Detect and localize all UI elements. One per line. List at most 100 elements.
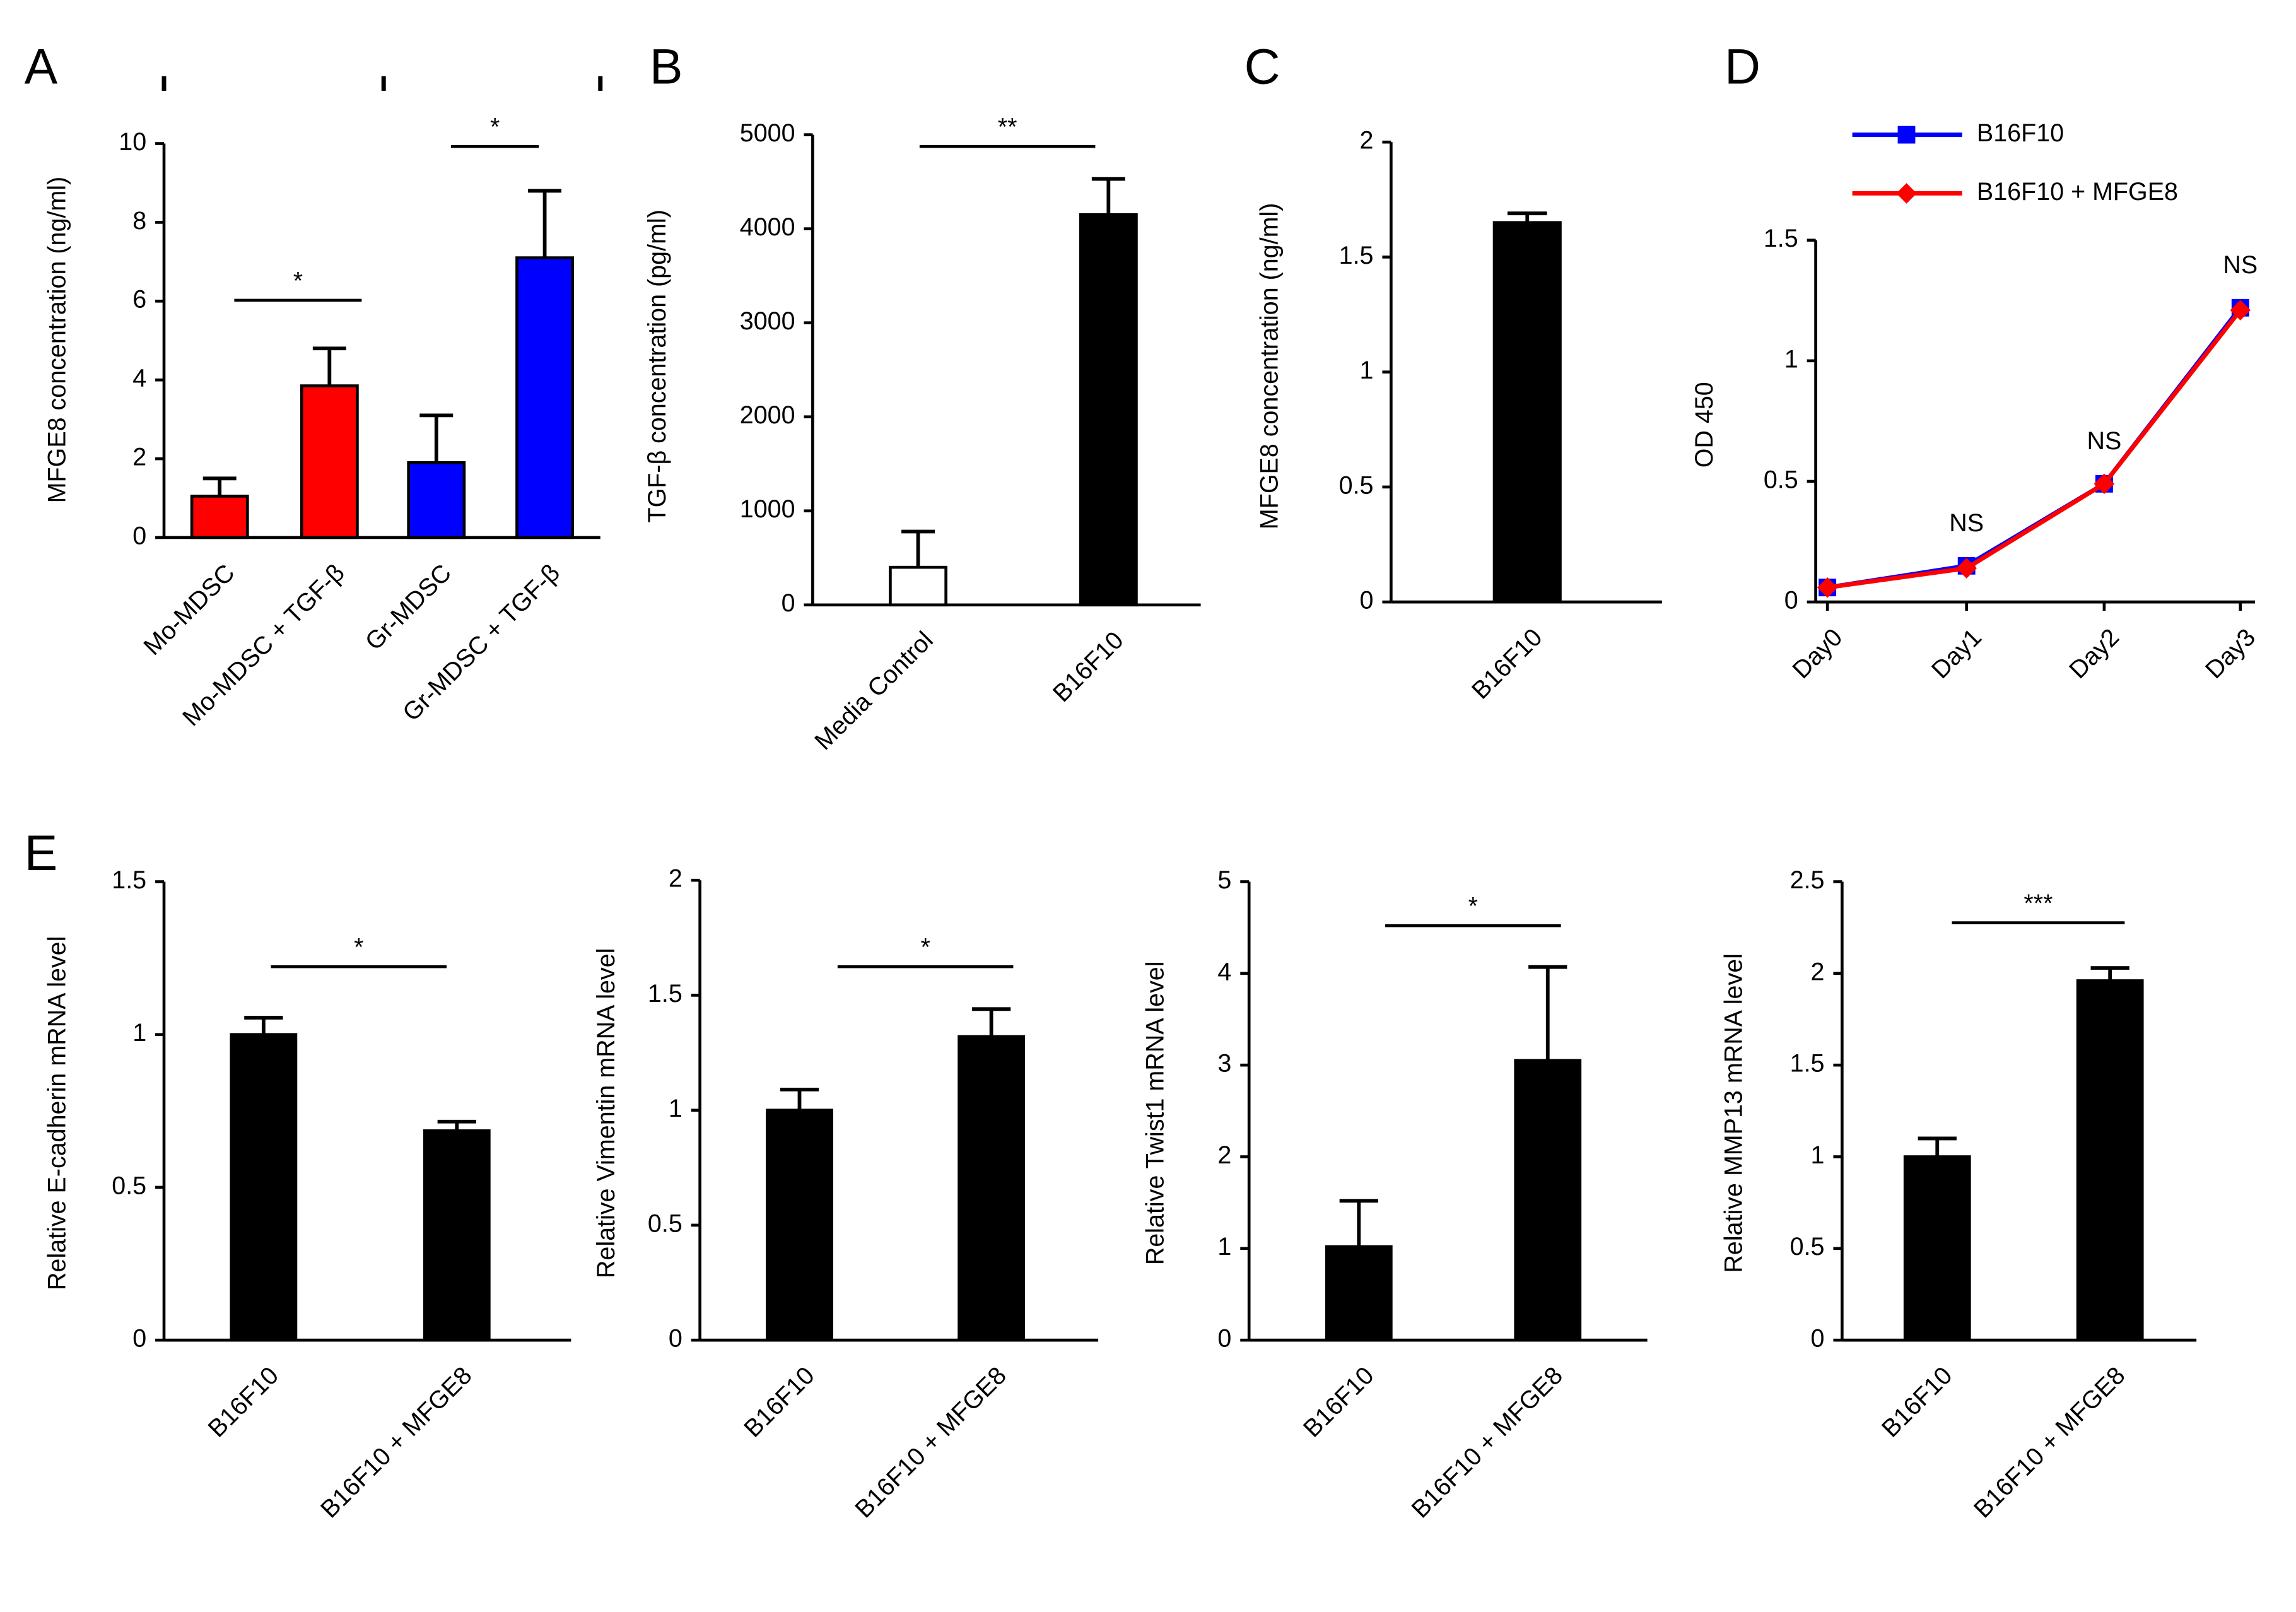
bar [1492, 221, 1562, 604]
y-tick-label: 1 [1811, 1141, 1825, 1169]
bar [230, 1033, 298, 1342]
y-axis-label: Relative E-cadherin mRNA level [43, 936, 71, 1290]
significance-label: * [293, 267, 303, 295]
x-tick-label: Day1 [1926, 623, 1987, 684]
y-tick-label: 0 [132, 522, 146, 550]
y-tick-label: 1 [1360, 356, 1374, 384]
y-tick-label: 2 [1811, 958, 1825, 985]
bar [1903, 1155, 1971, 1342]
legend-marker [1897, 126, 1916, 144]
y-axis-label: Relative MMP13 mRNA level [1719, 953, 1747, 1273]
panel-label: B [650, 38, 683, 94]
bar [1514, 1059, 1582, 1342]
x-tick-label: B16F10 + MFGE8 [850, 1362, 1012, 1524]
x-tick-label: B16F10 [1298, 1362, 1379, 1443]
panel-label: D [1725, 38, 1760, 94]
y-tick-label: 1.5 [112, 866, 146, 894]
y-tick-label: 0 [1784, 587, 1798, 615]
x-tick-label: Mo-MDSC [138, 559, 240, 661]
bar [1325, 1245, 1393, 1342]
bar [515, 256, 575, 539]
significance-label: * [354, 934, 363, 962]
y-tick-label: 0.5 [1790, 1233, 1825, 1261]
y-tick-label: 0 [669, 1325, 682, 1353]
y-tick-label: 5 [1217, 866, 1231, 894]
significance-label: *** [2024, 890, 2053, 917]
y-tick-label: 1 [1784, 345, 1798, 373]
y-tick-label: 1 [132, 1019, 146, 1047]
y-tick-label: 0 [1360, 587, 1374, 615]
y-tick-label: 0 [782, 589, 795, 617]
y-axis-label: MFGE8 concentration (ng/ml) [43, 177, 71, 503]
bar [1079, 213, 1138, 607]
y-tick-label: 2.5 [1790, 866, 1825, 894]
x-tick-label: Gr-MDSC [360, 559, 457, 656]
legend-marker [1896, 183, 1917, 204]
y-tick-label: 1000 [740, 495, 795, 523]
legend-label: B16F10 [1977, 119, 2064, 147]
bar [2076, 979, 2144, 1342]
y-axis-label: OD 450 [1690, 382, 1718, 468]
y-tick-label: 2 [132, 444, 146, 471]
y-tick-label: 3000 [740, 307, 795, 335]
y-tick-label: 2 [669, 865, 682, 893]
bar [766, 1109, 833, 1342]
x-tick-label: B16F10 [202, 1362, 284, 1443]
y-tick-label: 2 [1360, 127, 1374, 155]
y-tick-label: 2000 [740, 401, 795, 429]
y-tick-label: 0 [1217, 1325, 1231, 1353]
y-axis-label: Relative Vimentin mRNA level [592, 948, 620, 1278]
y-tick-label: 4 [132, 365, 146, 392]
point [2094, 473, 2115, 495]
line [1827, 309, 2242, 590]
y-tick-label: 0.5 [1339, 471, 1374, 499]
x-tick-label: Media Control [809, 626, 939, 755]
x-tick-label: Day3 [2200, 623, 2261, 684]
y-axis-label: TGF-β concentration (pg/ml) [643, 209, 671, 522]
panel-label: C [1245, 38, 1280, 94]
bar [423, 1129, 491, 1342]
bar [889, 565, 947, 607]
y-tick-label: 0 [1811, 1325, 1825, 1353]
x-tick-label: B16F10 [1467, 623, 1548, 705]
y-axis-label: Relative Twist1 mRNA level [1141, 961, 1169, 1265]
x-tick-label: B16F10 + MFGE8 [1969, 1362, 2131, 1524]
x-tick-label: B16F10 [1877, 1362, 1958, 1443]
bar [190, 495, 249, 539]
significance-label: NS [1949, 509, 1984, 537]
y-tick-label: 5000 [740, 119, 795, 147]
significance-label: * [1468, 893, 1478, 921]
point [2230, 300, 2251, 321]
y-tick-label: 0 [132, 1325, 146, 1353]
x-tick-label: Day2 [2064, 623, 2124, 684]
y-axis-label: MFGE8 concentration (ng/ml) [1255, 203, 1283, 529]
panel-label: A [25, 38, 58, 94]
significance-label: * [920, 934, 930, 962]
significance-label: * [490, 114, 500, 141]
y-tick-label: 2 [1217, 1141, 1231, 1169]
x-tick-label: B16F10 + MFGE8 [1406, 1362, 1568, 1524]
significance-label: NS [2087, 427, 2121, 455]
y-tick-label: 4 [1217, 958, 1231, 985]
legend-label: B16F10 + MFGE8 [1977, 178, 2178, 206]
significance-label: NS [2223, 251, 2258, 279]
y-tick-label: 6 [132, 286, 146, 314]
y-tick-label: 1.5 [1764, 225, 1798, 252]
y-tick-label: 1.5 [1790, 1050, 1825, 1078]
x-tick-label: B16F10 [1048, 626, 1129, 707]
bar [958, 1035, 1025, 1342]
point [1956, 558, 1977, 579]
y-tick-label: 0.5 [112, 1172, 146, 1199]
bar [300, 384, 359, 539]
y-tick-label: 0.5 [1764, 466, 1798, 493]
significance-label: ** [998, 114, 1017, 141]
line [1827, 306, 2242, 590]
y-tick-label: 0.5 [648, 1209, 682, 1237]
y-tick-label: 1.5 [1339, 242, 1374, 269]
y-tick-label: 1 [669, 1095, 682, 1122]
y-tick-label: 8 [132, 207, 146, 235]
y-tick-label: 1.5 [648, 980, 682, 1008]
y-tick-label: 10 [119, 128, 146, 156]
y-tick-label: 3 [1217, 1050, 1231, 1078]
